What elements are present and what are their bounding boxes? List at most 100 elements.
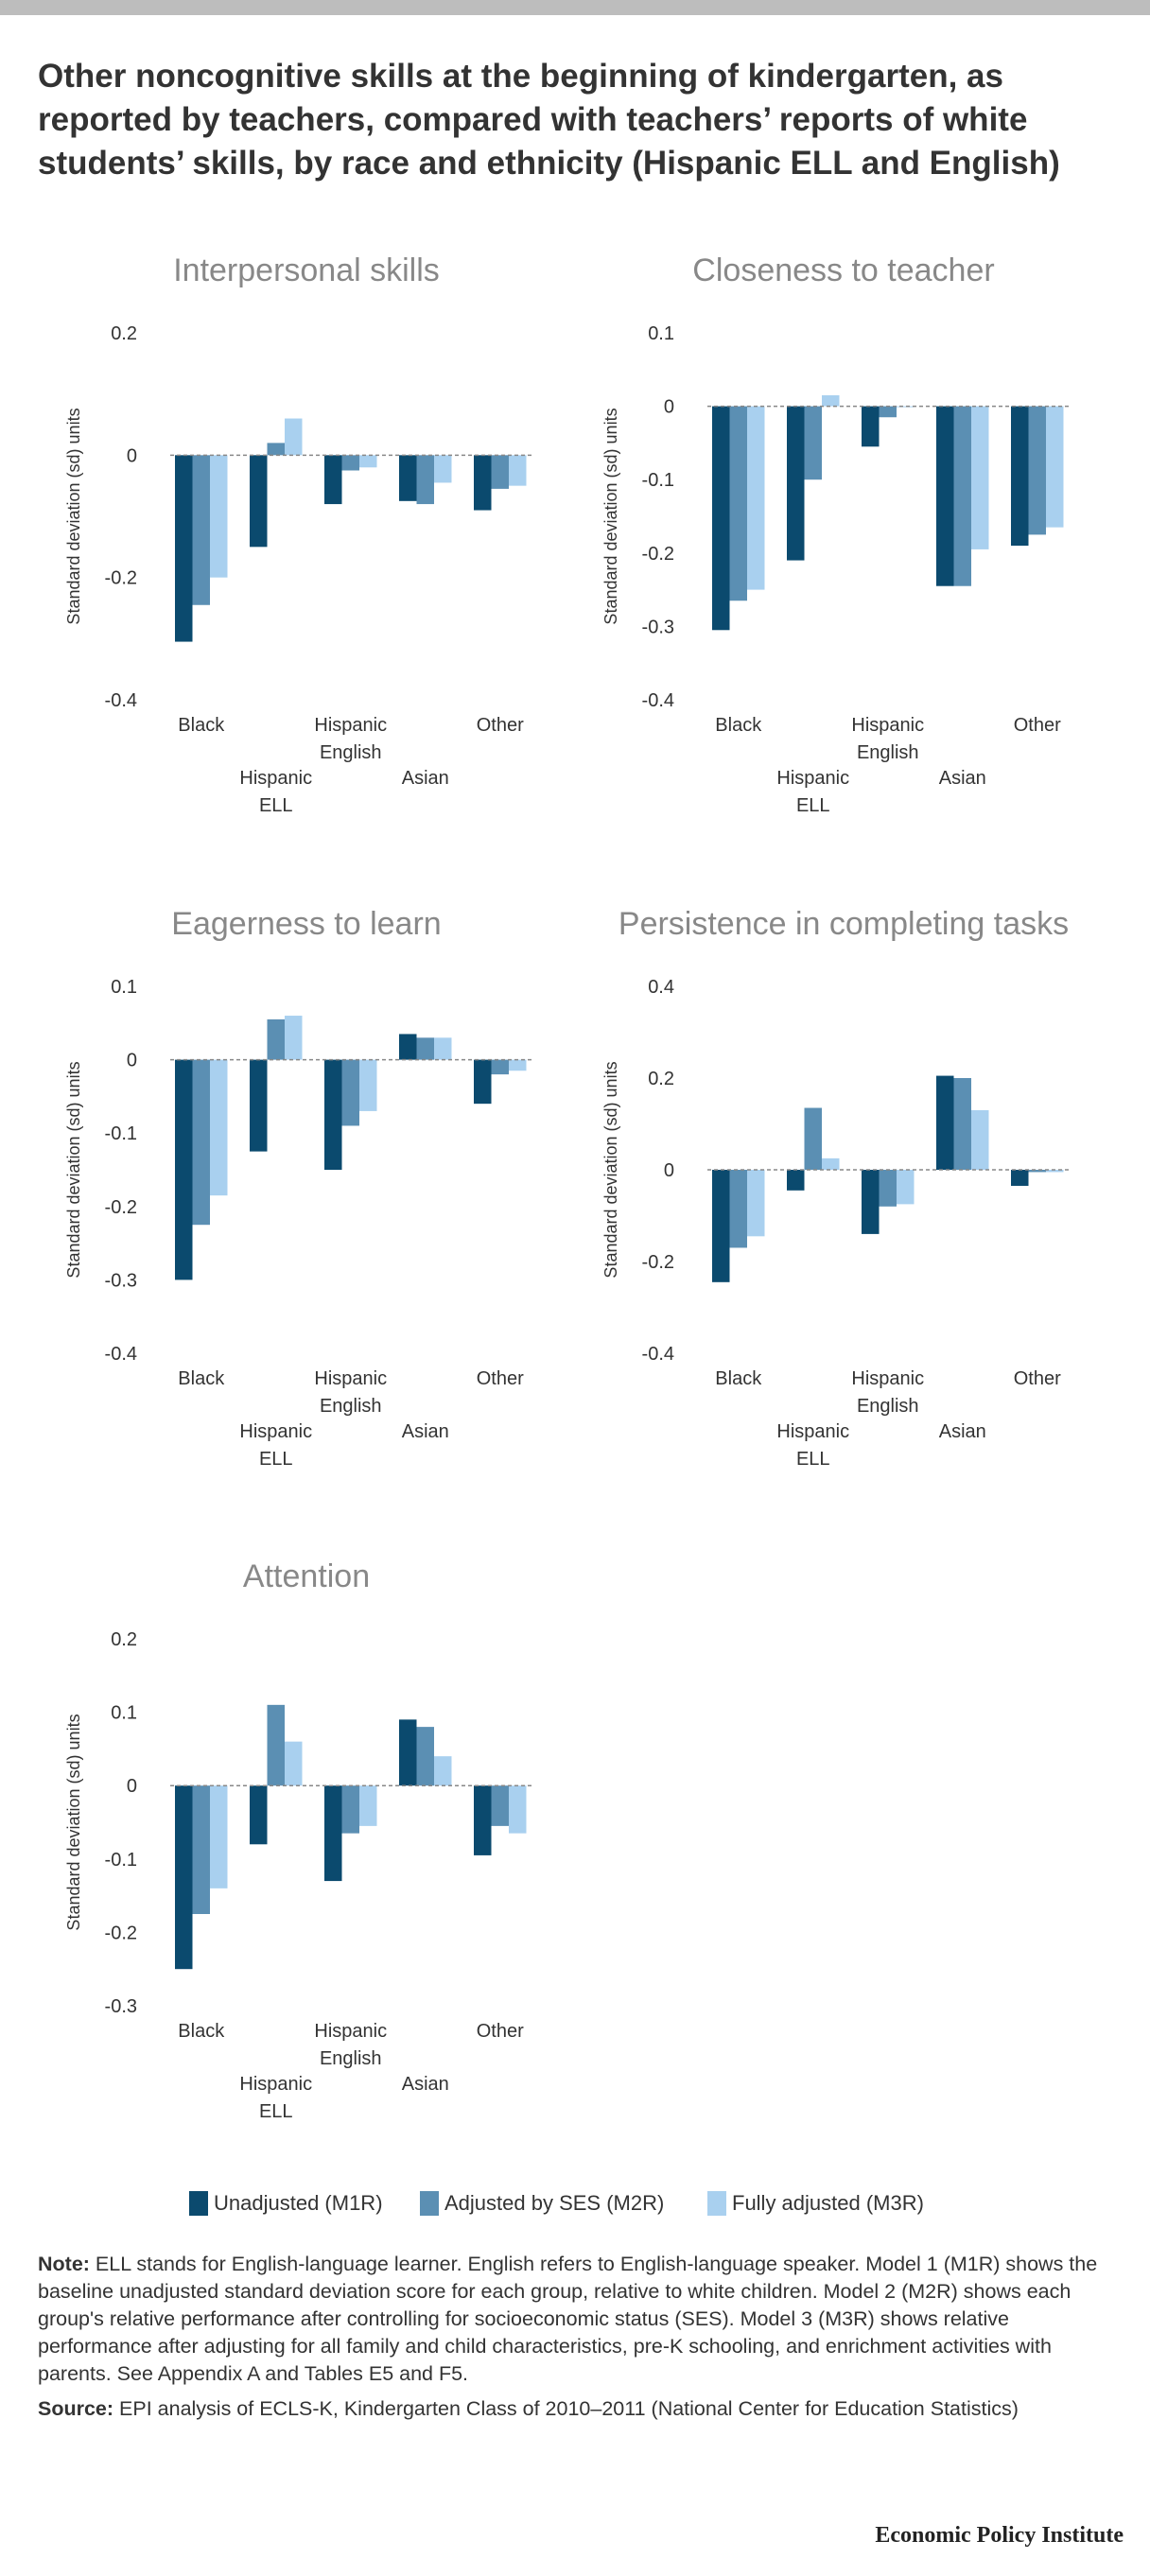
x-tick-label-line: ELL [796, 795, 830, 816]
bar-asian-m3r [971, 406, 989, 549]
bar-asian-m2r [416, 1037, 434, 1060]
y-tick-label: -0.2 [105, 1197, 137, 1218]
legend: Unadjusted (M1R) Adjusted by SES (M2R) F… [0, 2184, 1150, 2222]
chart-attention: Attention Standard deviation (sd) units 0.… [9, 1547, 577, 2162]
y-tick-label: -0.2 [642, 544, 674, 565]
x-tick-label-line: Other [477, 715, 524, 736]
bar-hispanic-ell-m1r [787, 406, 805, 561]
x-tick-label-line: Hispanic [314, 1368, 387, 1389]
x-tick-label-line: Hispanic [776, 768, 849, 789]
bar-other-m1r [474, 455, 492, 511]
bar-other-m2r [491, 1059, 509, 1075]
x-tick-label-line: ELL [259, 2101, 293, 2122]
bar-hispanic-english-m1r [324, 1059, 342, 1170]
x-tick-label-line: Black [178, 715, 225, 736]
bar-asian-m3r [971, 1109, 989, 1170]
y-tick-label: -0.2 [105, 1923, 137, 1943]
x-tick-label-asian: Asian [402, 768, 449, 789]
legend-item-m1: Unadjusted (M1R) [189, 2184, 383, 2222]
bar-asian-m2r [416, 455, 434, 505]
bar-other-m3r [1046, 1170, 1064, 1173]
x-tick-label-black: Black [715, 715, 762, 736]
bar-asian-m1r [399, 455, 417, 501]
y-tick-label: -0.4 [642, 1344, 674, 1365]
bar-other-m3r [1046, 406, 1064, 528]
bar-hispanic-english-m3r [897, 406, 915, 408]
bar-asian-m1r [399, 1034, 417, 1060]
y-tick-label: -0.4 [642, 690, 674, 711]
y-axis-label: Standard deviation (sd) units [64, 408, 83, 624]
x-tick-label-line: Hispanic [314, 715, 387, 736]
x-tick-label-line: Hispanic [851, 1368, 924, 1389]
y-tick-label: 0 [127, 1776, 137, 1797]
bar-black-m1r [712, 406, 730, 631]
y-tick-label: -0.4 [105, 1344, 137, 1365]
bar-asian-m3r [434, 455, 452, 483]
y-tick-label: 0.1 [111, 977, 137, 998]
bar-black-m1r [175, 455, 193, 642]
bar-other-m3r [509, 1059, 527, 1071]
x-tick-label-hispanic-ell: Hispanic ELL [239, 1421, 312, 1470]
note-paragraph: Note: ELL stands for English-language le… [38, 2251, 1106, 2388]
bar-other-m2r [491, 1785, 509, 1826]
chart-title: Closeness to teacher [692, 252, 994, 288]
x-tick-label-line: Hispanic [239, 2074, 312, 2095]
y-tick-label: 0 [664, 397, 674, 418]
y-tick-label: 0.4 [648, 977, 674, 998]
x-tick-label-line: Black [715, 715, 762, 736]
chart-closeness-to-teacher: Closeness to teacher Standard deviation (… [547, 241, 1114, 856]
bar-black-m2r [729, 1170, 747, 1248]
bar-black-m1r [175, 1059, 193, 1280]
x-tick-label-line: ELL [259, 1449, 293, 1470]
y-tick-label: -0.3 [642, 617, 674, 637]
chart-svg: Eagerness to learn Standard deviation (sd… [64, 906, 534, 1470]
source-label: Source: [38, 2397, 114, 2420]
x-tick-label-line: English [320, 742, 382, 763]
y-axis-label: Standard deviation (sd) units [64, 1714, 83, 1930]
bar-other-m2r [1028, 406, 1046, 535]
bar-black-m3r [210, 455, 228, 578]
x-tick-label-line: Black [715, 1368, 762, 1389]
chart-title: Attention [243, 1558, 370, 1594]
x-tick-label-other: Other [477, 2021, 524, 2042]
bar-other-m1r [1011, 1170, 1029, 1186]
source-paragraph: Source: EPI analysis of ECLS-K, Kinderga… [38, 2395, 1106, 2423]
bar-hispanic-english-m2r [341, 1785, 359, 1834]
x-tick-label-line: Hispanic [776, 1421, 849, 1442]
x-tick-label-line: Other [477, 1368, 524, 1389]
chart-interpersonal-skills: Interpersonal skills Standard deviation (… [9, 241, 577, 856]
page-title: Other noncognitive skills at the beginni… [38, 58, 1060, 182]
legend-item-m2: Adjusted by SES (M2R) [420, 2184, 664, 2222]
note-text: ELL stands for English-language learner.… [38, 2253, 1098, 2385]
x-tick-label-line: Asian [939, 1421, 986, 1442]
x-tick-label-other: Other [1014, 715, 1061, 736]
x-tick-label-hispanic-ell: Hispanic ELL [239, 768, 312, 816]
x-tick-label-line: Asian [402, 2074, 449, 2095]
bar-hispanic-ell-m2r [267, 1018, 285, 1060]
bar-hispanic-ell-m3r [822, 1157, 840, 1170]
x-tick-label-asian: Asian [939, 1421, 986, 1442]
chart-svg: Persistence in completing tasks Standard … [601, 906, 1072, 1470]
x-tick-label-line: Asian [402, 1421, 449, 1442]
bar-hispanic-ell-m3r [285, 418, 303, 456]
bar-asian-m2r [953, 1078, 971, 1170]
bar-asian-m1r [399, 1719, 417, 1786]
x-tick-label-line: English [320, 1396, 382, 1417]
chart-svg: Closeness to teacher Standard deviation (… [601, 252, 1072, 816]
top-bar [0, 0, 1150, 15]
bar-hispanic-ell-m3r [285, 1741, 303, 1786]
chart-title: Persistence in completing tasks [619, 906, 1069, 942]
bar-black-m2r [192, 1785, 210, 1914]
bar-hispanic-ell-m2r [267, 443, 285, 456]
chart-persistence: Persistence in completing tasks Standard … [547, 895, 1114, 1509]
x-tick-label-line: Hispanic [239, 1421, 312, 1442]
bar-black-m2r [192, 455, 210, 605]
bar-hispanic-english-m2r [879, 1170, 897, 1207]
source-text: EPI analysis of ECLS-K, Kindergarten Cla… [113, 2397, 1019, 2420]
bar-hispanic-english-m3r [359, 1059, 377, 1111]
legend-label-m1: Unadjusted (M1R) [214, 2191, 383, 2215]
x-tick-label-black: Black [178, 1368, 225, 1389]
bar-hispanic-english-m3r [359, 1785, 377, 1826]
x-tick-label-line: Other [1014, 1368, 1061, 1389]
x-tick-label-other: Other [477, 1368, 524, 1389]
